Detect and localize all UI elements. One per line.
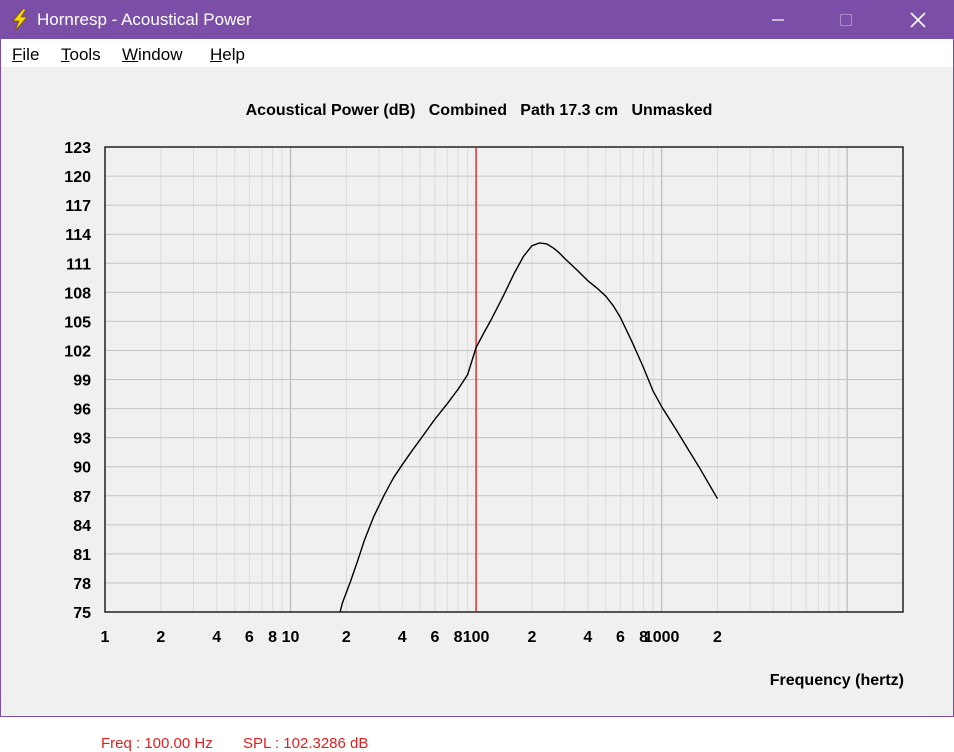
x-tick-label: 6 [245, 629, 254, 646]
plot-frame [104, 146, 904, 613]
x-tick-label: 6 [616, 629, 625, 646]
y-tick-label: 84 [73, 518, 91, 535]
y-tick-label: 99 [73, 373, 91, 390]
y-tick-label: 90 [73, 460, 91, 477]
maximize-icon [840, 14, 852, 26]
x-tick-label: 8 [454, 629, 463, 646]
series-layer [339, 147, 719, 613]
acoustical-power-chart[interactable]: Acoustical Power (dB) Combined Path 17.3… [1, 67, 953, 716]
menu-help[interactable]: Help [210, 45, 245, 64]
x-tick-label: 4 [398, 629, 407, 646]
x-tick-label: 1 [101, 629, 110, 646]
x-tick-label: 8 [268, 629, 277, 646]
close-button[interactable] [895, 1, 941, 39]
x-tick-label: 6 [430, 629, 439, 646]
y-tick-label: 105 [64, 314, 91, 331]
chart-title: Acoustical Power (dB) Combined Path 17.3… [246, 102, 713, 119]
menu-window[interactable]: Window [122, 45, 183, 64]
x-tick-label: 2 [527, 629, 536, 646]
x-tick-label: 4 [212, 629, 221, 646]
y-tick-label: 117 [65, 198, 91, 215]
spl-readout: SPL : 102.3286 dB [243, 735, 369, 752]
x-tick-label: 8 [639, 629, 648, 646]
y-tick-label: 111 [66, 256, 91, 273]
title-bar[interactable]: Hornresp - Acoustical Power [1, 1, 953, 39]
x-tick-label: 100 [463, 629, 490, 646]
window-title: Hornresp - Acoustical Power [37, 10, 252, 29]
y-tick-label: 123 [64, 140, 91, 157]
x-tick-label: 2 [713, 629, 722, 646]
menu-file[interactable]: File [12, 45, 40, 64]
x-tick-label: 2 [342, 629, 351, 646]
menu-tools[interactable]: Tools [61, 45, 101, 64]
x-tick-label: 1000 [644, 629, 680, 646]
y-axis-ticks: 75 78 81 84 87 90 93 96 99 102 105 108 111 114 117 120 1… [64, 140, 91, 622]
x-tick-label: 2 [156, 629, 165, 646]
menu-bar: File Tools Window Help [1, 39, 953, 67]
lightning-bolt-icon [12, 9, 28, 31]
chart-grid [105, 147, 903, 612]
y-tick-label: 93 [73, 431, 91, 448]
y-tick-label: 114 [65, 227, 91, 244]
close-icon [910, 12, 926, 28]
y-tick-label: 78 [73, 576, 91, 593]
minimize-button[interactable] [755, 1, 801, 39]
y-tick-label: 102 [64, 343, 91, 360]
y-tick-label: 120 [64, 169, 91, 186]
y-tick-label: 96 [73, 402, 91, 419]
x-tick-label: 4 [583, 629, 592, 646]
y-tick-label: 108 [64, 285, 91, 302]
maximize-button[interactable] [823, 1, 869, 39]
minimize-icon [772, 19, 784, 21]
x-axis-label: Frequency (hertz) [770, 672, 904, 689]
chart-area[interactable]: Acoustical Power (dB) Combined Path 17.3… [1, 67, 953, 752]
acoustical-power-curve [339, 242, 719, 613]
y-tick-label: 87 [73, 489, 91, 506]
x-tick-label: 10 [282, 629, 300, 646]
frequency-readout: Freq : 100.00 Hz [101, 735, 213, 752]
y-tick-label: 75 [73, 605, 91, 622]
y-tick-label: 81 [73, 547, 91, 564]
